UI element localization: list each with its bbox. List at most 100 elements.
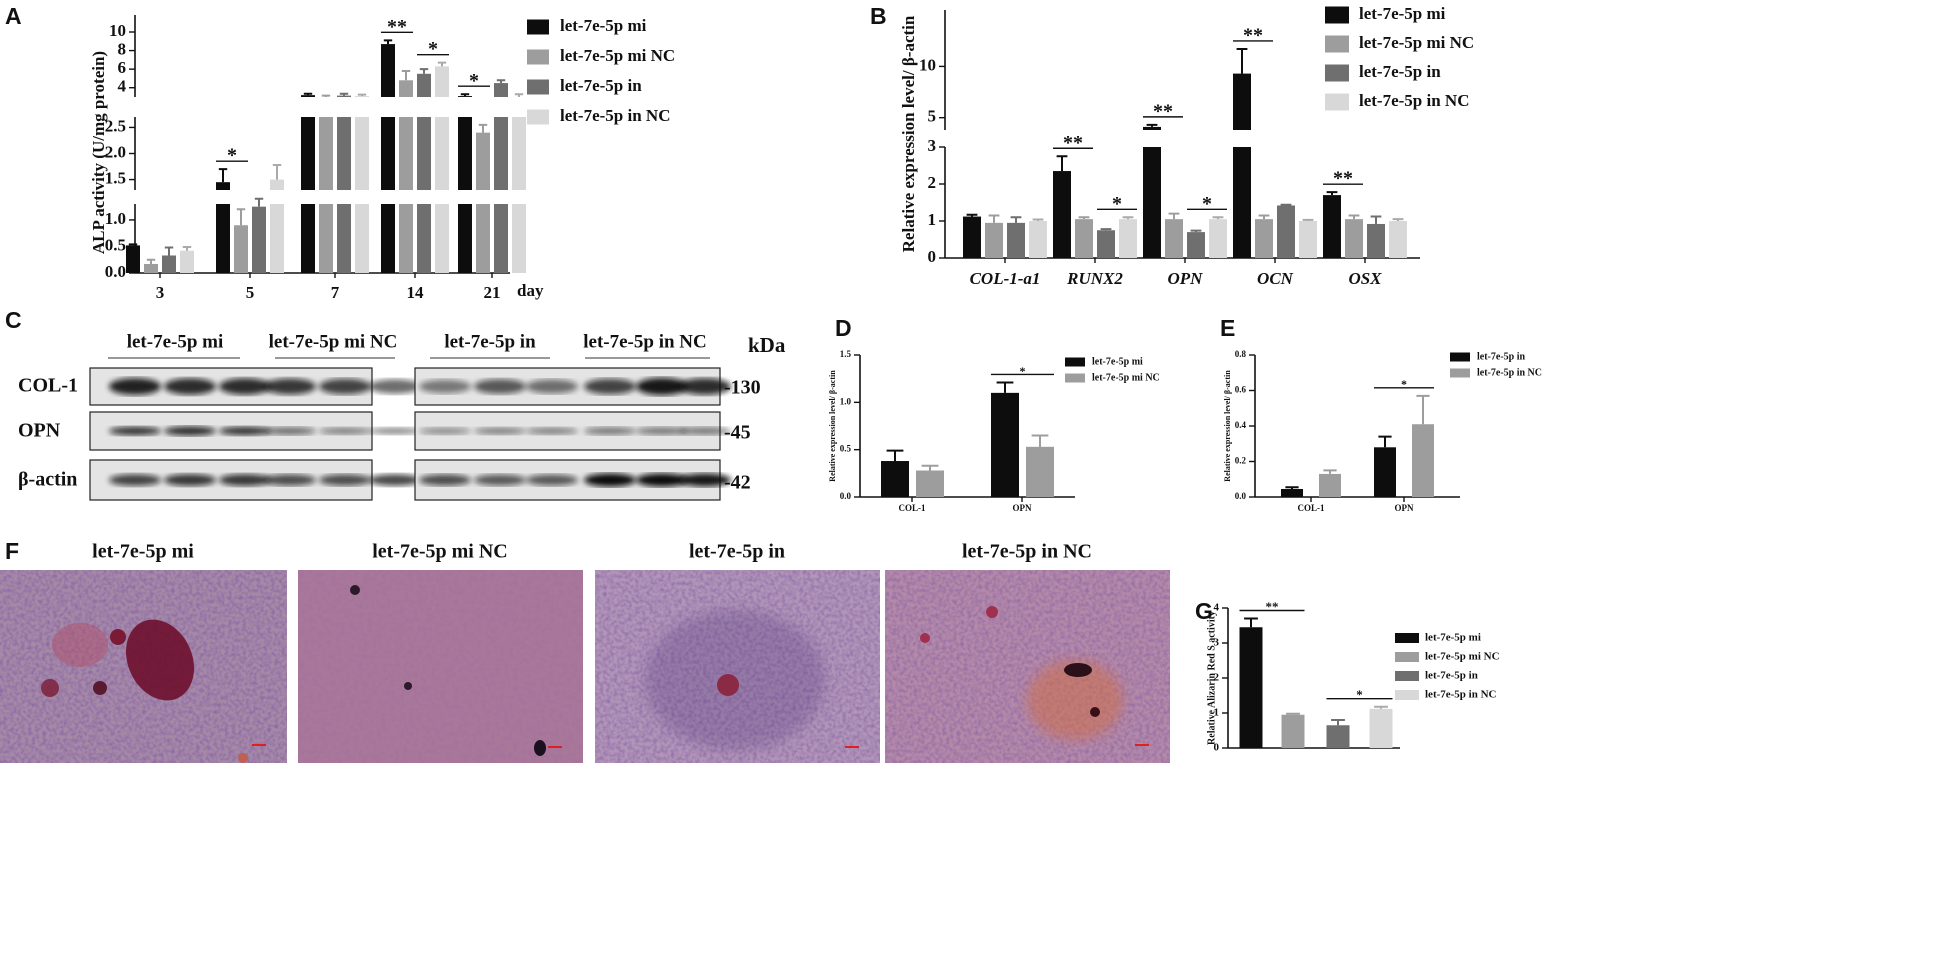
bar — [1281, 489, 1303, 497]
error-bar — [1374, 705, 1388, 709]
legend-swatch — [527, 19, 549, 35]
legend-label: let-7e-5p mi — [1425, 632, 1481, 644]
legend-label: let-7e-5p in NC — [560, 106, 670, 125]
error-bar — [339, 92, 349, 96]
y-tick-label: 1.0 — [840, 396, 852, 406]
y-tick-label: 0.6 — [1235, 385, 1247, 395]
group-label: let-7e-5p mi NC — [269, 331, 398, 352]
legend-swatch — [1395, 633, 1419, 643]
bar — [301, 204, 315, 273]
bands — [89, 367, 731, 501]
nodule — [986, 606, 998, 618]
bar — [417, 73, 431, 97]
texture — [298, 570, 583, 763]
bar — [399, 204, 413, 273]
band — [419, 427, 471, 435]
row-label: OPN — [18, 420, 61, 442]
panel-letter: G — [1195, 598, 1213, 624]
error-bar — [1032, 218, 1044, 221]
error-bar — [146, 258, 156, 264]
y-tick-label: 10 — [919, 55, 936, 74]
bar — [381, 117, 395, 190]
error-bar — [1331, 719, 1345, 726]
nodule — [1064, 663, 1092, 677]
error-bar — [1280, 203, 1292, 206]
legend-swatch — [527, 109, 549, 125]
legend-swatch — [1395, 671, 1419, 681]
x-tick-label: 21 — [484, 283, 501, 302]
bar — [1053, 171, 1071, 258]
x-tick-label: OCN — [1257, 269, 1294, 288]
band — [526, 474, 578, 486]
band — [636, 377, 688, 396]
legend-label: let-7e-5p in — [1477, 351, 1525, 362]
error-bar — [236, 208, 246, 226]
legend-label: let-7e-5p in NC — [1359, 91, 1469, 110]
y-tick-label: 4 — [118, 77, 127, 96]
bar — [494, 83, 508, 97]
bar — [381, 204, 395, 273]
bar — [1239, 627, 1263, 748]
error-bar — [1416, 394, 1430, 425]
bar — [1143, 147, 1161, 258]
size-label: -45 — [724, 422, 751, 444]
significance-label: * — [1401, 377, 1407, 391]
band — [109, 474, 161, 486]
nodule — [350, 585, 360, 595]
legend-label: let-7e-5p mi NC — [560, 46, 675, 65]
bar — [1187, 232, 1205, 258]
significance-label: ** — [1266, 599, 1279, 614]
bar — [494, 204, 508, 273]
bar — [1143, 126, 1161, 130]
panel-letter: D — [835, 315, 852, 341]
bar — [512, 117, 526, 190]
y-tick-label: 2 — [1214, 672, 1220, 684]
error-bar — [419, 68, 429, 74]
band — [319, 474, 371, 486]
x-tick-label: OPN — [1013, 503, 1032, 513]
legend-swatch — [1065, 357, 1085, 367]
error-bar — [1056, 155, 1068, 172]
significance-label: * — [227, 145, 237, 167]
error-bar — [1370, 215, 1382, 224]
error-bar — [1348, 214, 1360, 220]
legend-swatch — [1450, 352, 1470, 362]
nodule — [717, 674, 739, 696]
bar — [1026, 446, 1054, 497]
band — [584, 473, 636, 487]
bar — [435, 66, 449, 97]
error-bar — [383, 39, 393, 45]
micrograph-title: let-7e-5p in NC — [962, 541, 1092, 563]
significance-label: ** — [1333, 168, 1353, 190]
bar — [216, 204, 230, 273]
bar — [1345, 219, 1363, 258]
micrographs: F let-7e-5p mi let-7e-5p mi NC let-7e-5p… — [0, 538, 1170, 763]
legend-label: let-7e-5p in — [1359, 62, 1441, 81]
band — [419, 379, 471, 394]
bar — [1326, 725, 1350, 748]
bar — [355, 96, 369, 97]
bar — [162, 255, 176, 273]
band — [369, 474, 421, 486]
x-tick-label: RUNX2 — [1066, 269, 1123, 288]
error-bar — [128, 243, 138, 246]
y-axis-label: Relative Alizarin Red S activity — [1206, 611, 1217, 745]
error-bar — [460, 93, 470, 97]
legend-label: let-7e-5p mi NC — [1359, 33, 1474, 52]
legend-swatch — [527, 49, 549, 65]
significance-label: ** — [1153, 100, 1173, 122]
legend-label: let-7e-5p in — [1425, 670, 1478, 682]
bar — [144, 263, 158, 273]
band — [219, 426, 271, 436]
error-bar — [164, 246, 174, 256]
y-tick-label: 0 — [928, 247, 937, 266]
x-tick-label: 7 — [331, 283, 340, 302]
error-bar — [1212, 216, 1224, 220]
bar — [301, 117, 315, 190]
bar — [270, 204, 284, 273]
error-bar — [496, 79, 506, 84]
band — [109, 378, 161, 395]
band — [264, 474, 316, 486]
x-tick-label: COL-1 — [1298, 503, 1326, 513]
